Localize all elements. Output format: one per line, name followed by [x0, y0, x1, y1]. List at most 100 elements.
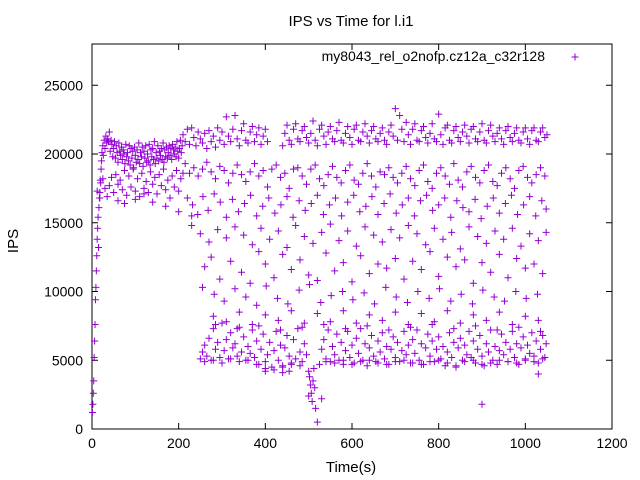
data-point: [443, 348, 451, 356]
data-point: [192, 142, 200, 150]
data-point: [117, 151, 125, 159]
data-point: [157, 182, 165, 190]
data-point: [97, 179, 105, 187]
data-point: [311, 384, 319, 392]
data-point: [201, 358, 209, 366]
data-point: [417, 127, 425, 135]
data-point: [502, 338, 510, 346]
data-point: [162, 186, 170, 194]
data-point: [285, 136, 293, 144]
data-point: [118, 186, 126, 194]
data-point: [485, 161, 492, 169]
data-point: [235, 308, 243, 316]
data-point: [212, 321, 219, 328]
data-point: [94, 213, 102, 221]
data-point: [396, 234, 404, 242]
data-point: [465, 139, 473, 147]
data-point: [450, 325, 458, 333]
data-point: [495, 308, 503, 316]
data-point: [338, 288, 346, 295]
data-point: [480, 167, 488, 174]
data-point: [298, 127, 306, 135]
data-point: [333, 127, 341, 135]
y-tick-label: 20000: [44, 146, 83, 162]
data-point: [487, 268, 495, 276]
data-point: [335, 237, 343, 245]
data-point: [292, 222, 300, 229]
data-point: [175, 187, 183, 195]
data-point: [214, 338, 222, 346]
data-point: [144, 157, 152, 165]
data-point: [264, 351, 271, 359]
data-point: [227, 138, 235, 146]
data-point: [327, 292, 335, 300]
data-point: [443, 307, 451, 315]
data-point: [233, 325, 241, 333]
data-point: [220, 167, 228, 174]
data-point: [259, 202, 267, 210]
data-point: [398, 125, 406, 133]
data-point: [409, 359, 417, 367]
data-point: [491, 138, 499, 146]
data-point: [439, 235, 447, 243]
data-point: [344, 123, 352, 130]
data-point: [506, 175, 514, 183]
data-point: [507, 191, 515, 199]
data-point: [240, 333, 248, 341]
data-point: [352, 319, 360, 327]
data-point: [519, 333, 527, 341]
data-point: [491, 227, 499, 235]
data-point: [307, 165, 315, 173]
data-point: [199, 139, 206, 147]
data-point: [290, 165, 297, 173]
data-point: [514, 211, 522, 218]
data-point: [478, 120, 486, 128]
data-point: [318, 395, 326, 403]
data-point: [303, 134, 310, 141]
data-point: [489, 194, 497, 202]
data-point: [500, 235, 508, 243]
data-point: [365, 356, 373, 364]
data-point: [433, 138, 440, 146]
data-point: [348, 140, 356, 148]
data-point: [214, 226, 222, 234]
data-point: [485, 348, 492, 356]
data-point: [391, 255, 399, 262]
data-point: [338, 212, 346, 220]
data-point: [248, 326, 256, 334]
data-point: [298, 172, 306, 180]
data-point: [342, 325, 349, 333]
data-point: [478, 259, 486, 267]
data-point: [137, 149, 145, 157]
data-point: [272, 327, 280, 335]
data-point: [300, 123, 308, 130]
data-point: [264, 183, 271, 191]
data-point: [452, 123, 460, 130]
data-point: [508, 224, 516, 232]
data-point: [493, 360, 501, 368]
data-point: [498, 135, 505, 143]
data-point: [103, 193, 111, 201]
data-point: [361, 223, 369, 231]
data-point: [424, 139, 432, 147]
data-point: [437, 164, 445, 172]
data-point: [404, 341, 412, 349]
data-point: [89, 389, 97, 397]
data-point: [296, 348, 304, 356]
data-point: [429, 206, 437, 214]
data-point: [511, 129, 518, 137]
data-point: [190, 134, 198, 141]
data-point: [346, 134, 354, 141]
data-point: [513, 340, 521, 348]
data-point: [335, 118, 343, 126]
data-point: [277, 326, 284, 334]
data-point: [326, 220, 334, 228]
y-axis-ticks: 0 5000 10000 15000 20000 25000: [44, 77, 612, 437]
data-point: [403, 299, 411, 306]
data-point: [517, 242, 525, 250]
data-point: [374, 138, 382, 146]
data-point: [313, 191, 321, 199]
data-point: [238, 127, 245, 135]
chart-title: IPS vs Time for l.i1: [288, 13, 413, 30]
